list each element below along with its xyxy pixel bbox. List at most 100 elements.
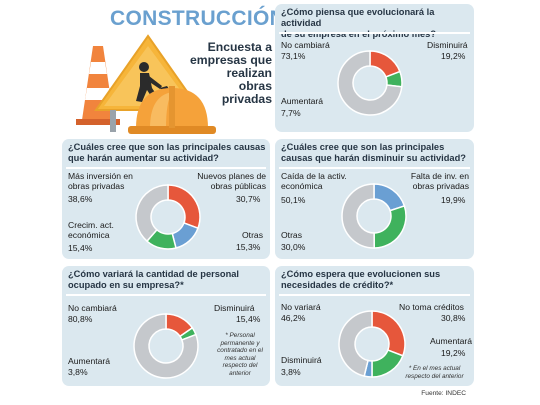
- label-line: Falta de inv. en: [410, 171, 469, 181]
- label-line: económica: [281, 181, 323, 191]
- donut-slice-otras: [171, 221, 199, 249]
- label-line: obras privadas: [412, 181, 469, 191]
- donut-chart: [135, 184, 201, 250]
- label-line: Más inversión en: [68, 171, 133, 181]
- divider: [279, 167, 470, 169]
- value-no-variara: 46,2%: [281, 313, 306, 323]
- value-disminuira: 19,2%: [441, 51, 466, 61]
- label-line: Nuevos planes de: [197, 171, 266, 181]
- divider: [66, 294, 266, 296]
- value-nuevos-planes: 30,7%: [236, 194, 261, 204]
- label-line: Caída de la activ.: [281, 171, 347, 181]
- subtitle-line: realizan: [226, 66, 272, 80]
- value-no-cambiara: 80,8%: [68, 314, 93, 324]
- value-aumentara: 3,8%: [68, 367, 88, 377]
- note-line: * Personal: [225, 332, 255, 339]
- panel-title: ¿Cuáles cree que son las principales cau…: [68, 142, 268, 164]
- subtitle-line: obras: [238, 79, 272, 93]
- title-line: de su empresa en el próximo mes?: [281, 29, 437, 39]
- label-disminuira: Disminuirá: [427, 40, 468, 50]
- label-caida: Caída de la activ. económica: [281, 171, 347, 191]
- donut-slice-no-cambiará: [133, 313, 199, 379]
- value-crecim: 15,4%: [68, 243, 93, 253]
- panel-disminuir: ¿Cuáles cree que son las principales cau…: [275, 139, 474, 259]
- value-no-toma-creditos: 30,8%: [441, 313, 466, 323]
- donut-chart: [337, 50, 403, 116]
- value-falta-inv: 19,9%: [441, 195, 466, 205]
- value-mas-inversion: 38,6%: [68, 194, 93, 204]
- panel-title: ¿Cómo variará la cantidad de personal oc…: [68, 269, 268, 291]
- subtitle-line: Encuesta a: [207, 40, 272, 54]
- label-no-cambiara: No cambiará: [281, 40, 330, 50]
- subtitle-line: empresas que: [190, 53, 272, 67]
- note-line: respecto del: [222, 362, 258, 370]
- note-line: respecto del anterior: [405, 372, 464, 380]
- donut-chart: [338, 310, 406, 378]
- value-otras: 30,0%: [281, 242, 306, 252]
- panel-credito: ¿Cómo espera que evolucionen sus necesid…: [275, 266, 474, 386]
- value-aumentara: 19,2%: [441, 348, 466, 358]
- label-line: económica: [68, 230, 110, 240]
- donut-slice-otras: [373, 204, 407, 249]
- label-aumentara: Aumentará: [68, 356, 111, 366]
- label-no-cambiara: No cambiará: [68, 303, 117, 313]
- value-disminuira: 3,8%: [281, 367, 301, 377]
- title-line: que harán aumentar su actividad?: [68, 153, 219, 163]
- donut-slice-caída-de-la-activ-económica: [341, 183, 375, 249]
- source-note: Fuente: INDEC: [421, 390, 466, 397]
- value-aumentara: 7,7%: [281, 108, 301, 118]
- divider: [279, 294, 470, 296]
- label-aumentara: Aumentará: [281, 96, 324, 106]
- note-line: * En el mes actual: [408, 365, 461, 372]
- title-line: necesidades de crédito?*: [281, 280, 394, 290]
- value-otras: 15,3%: [236, 242, 261, 252]
- donut-slice-nuevos-planes-de-obras-públicas: [167, 184, 201, 230]
- label-otras: Otras: [281, 230, 303, 240]
- value-no-cambiara: 73,1%: [281, 51, 306, 61]
- panel-title: ¿Cómo espera que evolucionen sus necesid…: [281, 269, 473, 291]
- donut-chart: [133, 313, 199, 379]
- survey-subtitle: Encuesta a empresas que realizan obras p…: [190, 41, 272, 106]
- label-line: Crecim. act.: [68, 220, 114, 230]
- title-line: ocupado en su empresa?*: [68, 280, 184, 290]
- brand-title: CONSTRUCCIÓN: [110, 7, 286, 30]
- panel-actividad: ¿Cómo piensa que evolucionará la activid…: [275, 4, 474, 132]
- panel-personal: ¿Cómo variará la cantidad de personal oc…: [62, 266, 270, 386]
- divider: [66, 167, 266, 169]
- panel-title: ¿Cómo piensa que evolucionará la activid…: [281, 7, 473, 40]
- title-line: ¿Cuáles cree que son las principales: [281, 142, 445, 152]
- footnote-personal: * Personal permanente y contratado en el…: [212, 332, 268, 378]
- label-line: obras privadas: [68, 181, 125, 191]
- label-disminuira: Disminuirá: [214, 303, 255, 313]
- donut-slice-aumentará: [371, 349, 404, 378]
- label-crecim: Crecim. act. económica: [68, 220, 114, 240]
- panel-title: ¿Cuáles cree que son las principales cau…: [281, 142, 473, 164]
- label-nuevos-planes: Nuevos planes de obras públicas: [186, 171, 266, 191]
- label-no-variara: No variará: [281, 302, 321, 312]
- construction-illustration-icon: [76, 34, 216, 134]
- footnote-credito: * En el mes actual respecto del anterior: [397, 365, 472, 380]
- label-no-toma-creditos: No toma créditos: [399, 302, 464, 312]
- title-line: ¿Cuáles cree que son las principales cau…: [68, 142, 266, 152]
- note-line: anterior: [229, 369, 251, 377]
- note-line: contratado en el: [217, 347, 263, 355]
- title-line: ¿Cómo espera que evolucionen sus: [281, 269, 441, 279]
- hard-hat-icon: [128, 86, 216, 134]
- label-mas-inversion: Más inversión en obras privadas: [68, 171, 133, 191]
- title-line: ¿Cómo piensa que evolucionará la activid…: [281, 7, 435, 28]
- subtitle-line: privadas: [221, 92, 272, 106]
- label-aumentara: Aumentará: [430, 336, 473, 346]
- title-line: causas que harán disminuir su actividad?: [281, 153, 466, 163]
- donut-slice-no-cambiará: [337, 50, 403, 116]
- label-disminuira: Disminuirá: [281, 355, 322, 365]
- infographic: CONSTRUCCIÓN Encuesta a empresas que rea…: [62, 4, 474, 400]
- note-line: mes actual: [224, 354, 256, 362]
- label-otras: Otras: [242, 230, 264, 240]
- donut-slice-no-toma-créditos: [371, 310, 406, 357]
- donut-slice-no-variará: [338, 310, 373, 377]
- divider: [279, 32, 470, 34]
- donut-chart: [341, 183, 407, 249]
- donut-slice-más-inversión-en-obras-privadas: [135, 184, 169, 243]
- note-line: permanente y: [220, 339, 260, 347]
- label-line: obras públicas: [210, 181, 266, 191]
